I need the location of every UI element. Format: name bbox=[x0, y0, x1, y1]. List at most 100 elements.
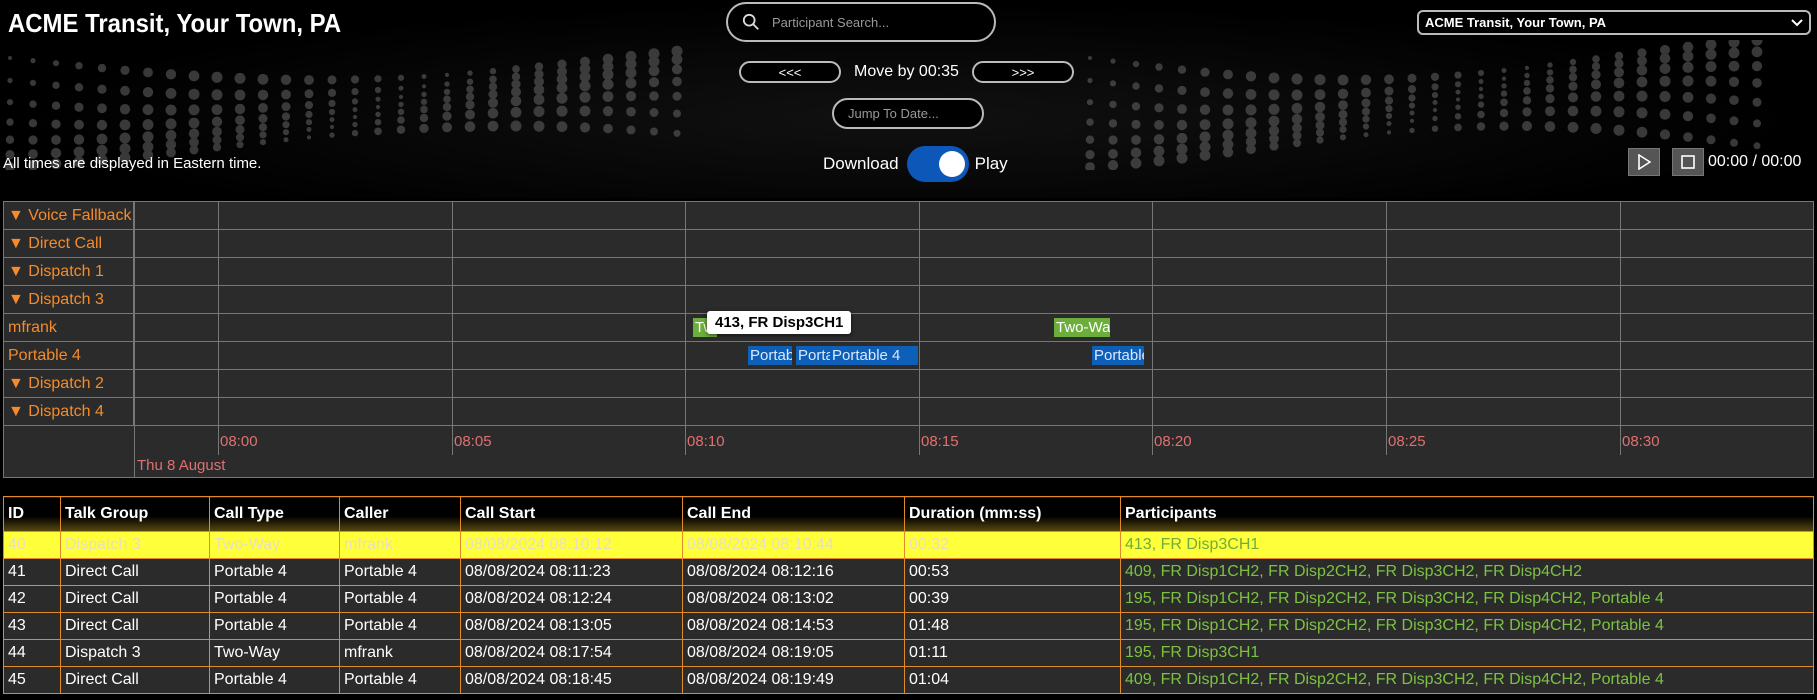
table-header-row: ID Talk Group Call Type Caller Call Start Cal… bbox=[3, 496, 1814, 532]
timeline-row-label[interactable]: Portable 4 bbox=[4, 342, 134, 369]
table-cell: 08/08/2024 08:19:49 bbox=[682, 666, 905, 694]
table-cell: 43 bbox=[3, 612, 61, 640]
download-play-toggle[interactable] bbox=[906, 146, 969, 182]
timeline-row: ▼ Direct Call bbox=[4, 230, 1813, 258]
call-segment[interactable]: Portable 4 bbox=[796, 346, 830, 365]
time-tick-label: 08:00 bbox=[220, 433, 258, 450]
table-cell: 42 bbox=[3, 585, 61, 613]
participant-search[interactable] bbox=[726, 2, 996, 42]
table-cell: 08/08/2024 08:11:23 bbox=[460, 558, 683, 586]
table-cell: Portable 4 bbox=[209, 558, 340, 586]
table-cell: Direct Call bbox=[60, 666, 210, 694]
column-header[interactable]: ID bbox=[3, 496, 61, 532]
table-cell: Direct Call bbox=[60, 612, 210, 640]
move-forward-button[interactable]: >>> bbox=[972, 61, 1074, 83]
table-cell: 01:11 bbox=[904, 639, 1121, 667]
stop-button[interactable] bbox=[1672, 148, 1704, 176]
table-cell: Portable 4 bbox=[339, 612, 461, 640]
table-cell: Two-Way bbox=[209, 639, 340, 667]
table-cell: 08/08/2024 08:10:44 bbox=[682, 531, 905, 559]
column-header[interactable]: Call Start bbox=[460, 496, 683, 532]
grid-line bbox=[685, 202, 686, 455]
table-cell: 44 bbox=[3, 639, 61, 667]
table-cell: 08/08/2024 08:10:12 bbox=[460, 531, 683, 559]
table-cell: Portable 4 bbox=[339, 558, 461, 586]
call-segment[interactable]: Portable 4 bbox=[1092, 346, 1144, 365]
table-cell: 195, FR Disp1CH2, FR Disp2CH2, FR Disp3C… bbox=[1120, 612, 1814, 640]
table-row[interactable]: 44 Dispatch 3 Two-Way mfrank 08/08/2024 08:1… bbox=[3, 639, 1814, 667]
timeline-row-label[interactable]: ▼ Dispatch 2 bbox=[4, 370, 134, 397]
search-input[interactable] bbox=[770, 13, 984, 31]
table-cell: Portable 4 bbox=[209, 666, 340, 694]
table-cell: Dispatch 3 bbox=[60, 531, 210, 559]
jump-to-date-input[interactable] bbox=[846, 105, 980, 122]
play-button[interactable] bbox=[1628, 148, 1660, 176]
column-header[interactable]: Caller bbox=[339, 496, 461, 532]
table-cell: 409, FR Disp1CH2, FR Disp2CH2, FR Disp3C… bbox=[1120, 558, 1814, 586]
call-segment[interactable]: Two-Way bbox=[1054, 318, 1110, 337]
table-cell: Portable 4 bbox=[209, 585, 340, 613]
grid-line bbox=[218, 202, 219, 455]
timeline-date-label: Thu 8 August bbox=[137, 457, 226, 474]
table-cell: 01:04 bbox=[904, 666, 1121, 694]
grid-line bbox=[1386, 202, 1387, 455]
table-row[interactable]: 42 Direct Call Portable 4 Portable 4 08/08/2… bbox=[3, 585, 1814, 613]
call-segment[interactable]: Portable 4 bbox=[748, 346, 792, 365]
timeline-row: ▼ Dispatch 1 bbox=[4, 258, 1813, 286]
table-cell: Two-Way bbox=[209, 531, 340, 559]
table-cell: 08/08/2024 08:18:45 bbox=[460, 666, 683, 694]
timeline-row: ▼ Dispatch 2 bbox=[4, 370, 1813, 398]
column-header[interactable]: Call Type bbox=[209, 496, 340, 532]
table-cell: Direct Call bbox=[60, 558, 210, 586]
timeline-row: mfrank bbox=[4, 314, 1813, 342]
audio-player: 00:00 / 00:00 bbox=[1628, 148, 1801, 176]
table-cell: 195, FR Disp3CH1 bbox=[1120, 639, 1814, 667]
toggle-knob bbox=[938, 151, 965, 177]
timeline: ▼ Voice Fallback ▼ Direct Call ▼ Dispatch … bbox=[3, 201, 1814, 478]
jump-to-date[interactable] bbox=[832, 98, 984, 129]
table-cell: 08/08/2024 08:14:53 bbox=[682, 612, 905, 640]
table-row[interactable]: 41 Direct Call Portable 4 Portable 4 08/08/2… bbox=[3, 558, 1814, 586]
move-by-label: Move by 00:35 bbox=[854, 63, 959, 80]
call-segment[interactable]: Portable 4 bbox=[830, 346, 918, 365]
time-tick-label: 08:10 bbox=[687, 433, 725, 450]
segment-tooltip: 413, FR Disp3CH1 bbox=[707, 311, 852, 334]
timeline-row-label[interactable]: ▼ Voice Fallback bbox=[4, 202, 134, 229]
table-cell: Direct Call bbox=[60, 585, 210, 613]
table-row[interactable]: 45 Direct Call Portable 4 Portable 4 08/08/2… bbox=[3, 666, 1814, 694]
table-cell: 45 bbox=[3, 666, 61, 694]
grid-line bbox=[1620, 202, 1621, 455]
table-cell: 00:32 bbox=[904, 531, 1121, 559]
dot-pattern-decoration bbox=[1085, 40, 1763, 170]
timeline-row-label[interactable]: ▼ Dispatch 1 bbox=[4, 258, 134, 285]
timeline-row-label[interactable]: mfrank bbox=[4, 314, 134, 341]
table-cell: 08/08/2024 08:17:54 bbox=[460, 639, 683, 667]
time-tick-label: 08:30 bbox=[1622, 433, 1660, 450]
timeline-row-label[interactable]: ▼ Direct Call bbox=[4, 230, 134, 257]
table-cell: Portable 4 bbox=[339, 666, 461, 694]
calls-table: ID Talk Group Call Type Caller Call Start Cal… bbox=[3, 496, 1814, 694]
site-select-value: ACME Transit, Your Town, PA bbox=[1425, 15, 1607, 30]
time-tick-label: 08:05 bbox=[454, 433, 492, 450]
time-tick-label: 08:15 bbox=[921, 433, 959, 450]
column-header[interactable]: Call End bbox=[682, 496, 905, 532]
move-back-button[interactable]: <<< bbox=[739, 61, 841, 83]
site-select[interactable]: ACME Transit, Your Town, PA bbox=[1417, 10, 1811, 35]
table-cell: 08/08/2024 08:12:24 bbox=[460, 585, 683, 613]
timeline-row: ▼ Dispatch 3 bbox=[4, 286, 1813, 314]
column-header[interactable]: Participants bbox=[1120, 496, 1814, 532]
time-tick-label: 08:25 bbox=[1388, 433, 1426, 450]
table-cell: 08/08/2024 08:19:05 bbox=[682, 639, 905, 667]
toggle-download-label: Download bbox=[823, 154, 899, 173]
page-title: ACME Transit, Your Town, PA bbox=[8, 8, 342, 38]
column-header[interactable]: Duration (mm:ss) bbox=[904, 496, 1121, 532]
timeline-row-label[interactable]: ▼ Dispatch 4 bbox=[4, 398, 134, 425]
play-icon bbox=[1638, 154, 1651, 170]
time-tick-label: 08:20 bbox=[1154, 433, 1192, 450]
table-row[interactable]: 40 Dispatch 3 Two-Way mfrank 08/08/2024 08:1… bbox=[3, 531, 1814, 559]
table-cell: Dispatch 3 bbox=[60, 639, 210, 667]
timeline-row-label[interactable]: ▼ Dispatch 3 bbox=[4, 286, 134, 313]
table-row[interactable]: 43 Direct Call Portable 4 Portable 4 08/08/2… bbox=[3, 612, 1814, 640]
column-header[interactable]: Talk Group bbox=[60, 496, 210, 532]
table-cell: 08/08/2024 08:13:05 bbox=[460, 612, 683, 640]
